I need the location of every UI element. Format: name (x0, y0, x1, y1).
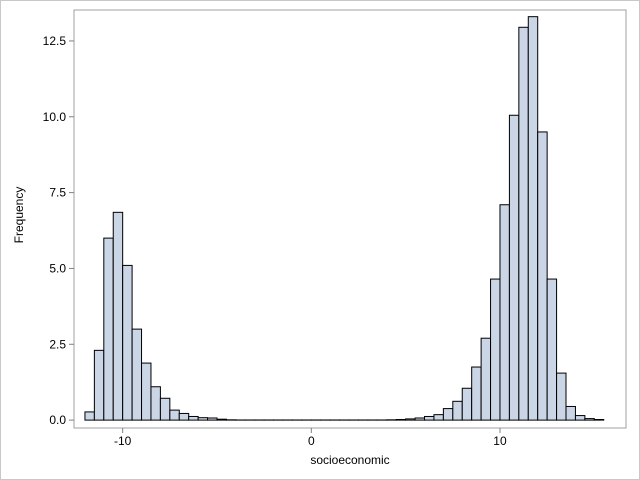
histogram-bar (141, 362, 152, 421)
histogram-bar (122, 264, 133, 421)
histogram-bar (93, 349, 105, 421)
histogram-bar (112, 211, 124, 421)
histogram-bar (490, 278, 501, 421)
histogram-bar (442, 408, 454, 421)
y-tick-label: 7.5 (49, 186, 66, 200)
histogram-bar (424, 415, 435, 421)
x-tick-label: -10 (114, 434, 132, 448)
histogram-bar (480, 337, 492, 421)
histogram-bar (508, 114, 520, 421)
histogram-bar (188, 415, 199, 421)
histogram-bar (574, 415, 586, 421)
histogram-bar (169, 409, 180, 421)
histogram-bar (461, 387, 473, 421)
histogram-bar (593, 419, 605, 421)
histogram-bar (537, 131, 548, 421)
histogram-bar (197, 417, 209, 421)
histogram-bar (103, 237, 114, 421)
histogram-bar (207, 417, 218, 421)
histogram-bar (527, 16, 539, 421)
histogram-bar (556, 372, 567, 421)
histogram-bar (216, 418, 227, 421)
histogram-bar (414, 417, 426, 421)
histogram-bar (84, 411, 95, 421)
x-axis-label: socioeconomic (310, 453, 389, 467)
histogram-bar (471, 366, 482, 421)
y-tick-label: 5.0 (49, 261, 66, 275)
x-tick-label: 0 (308, 434, 315, 448)
histogram-bar (150, 386, 161, 421)
histogram-bar (178, 412, 190, 421)
histogram-bar (395, 419, 407, 421)
y-tick-label: 12.5 (43, 34, 67, 48)
y-tick-label: 10.0 (43, 110, 67, 124)
histogram-bar (565, 405, 576, 421)
histogram-bar (518, 26, 529, 421)
x-tick-label: 10 (493, 434, 507, 448)
histogram-bar (499, 204, 510, 421)
y-tick-label: 0.0 (49, 413, 66, 427)
y-axis-label: Frequency (12, 187, 26, 244)
histogram-bar (159, 397, 171, 421)
histogram-bar (584, 418, 595, 421)
histogram-bar (452, 400, 463, 421)
y-tick-label: 2.5 (49, 337, 66, 351)
histogram-bar (433, 414, 444, 421)
histogram-bar (131, 328, 143, 421)
plot-area (73, 9, 627, 429)
histogram-bar (405, 418, 416, 421)
histogram-bar (546, 278, 558, 421)
